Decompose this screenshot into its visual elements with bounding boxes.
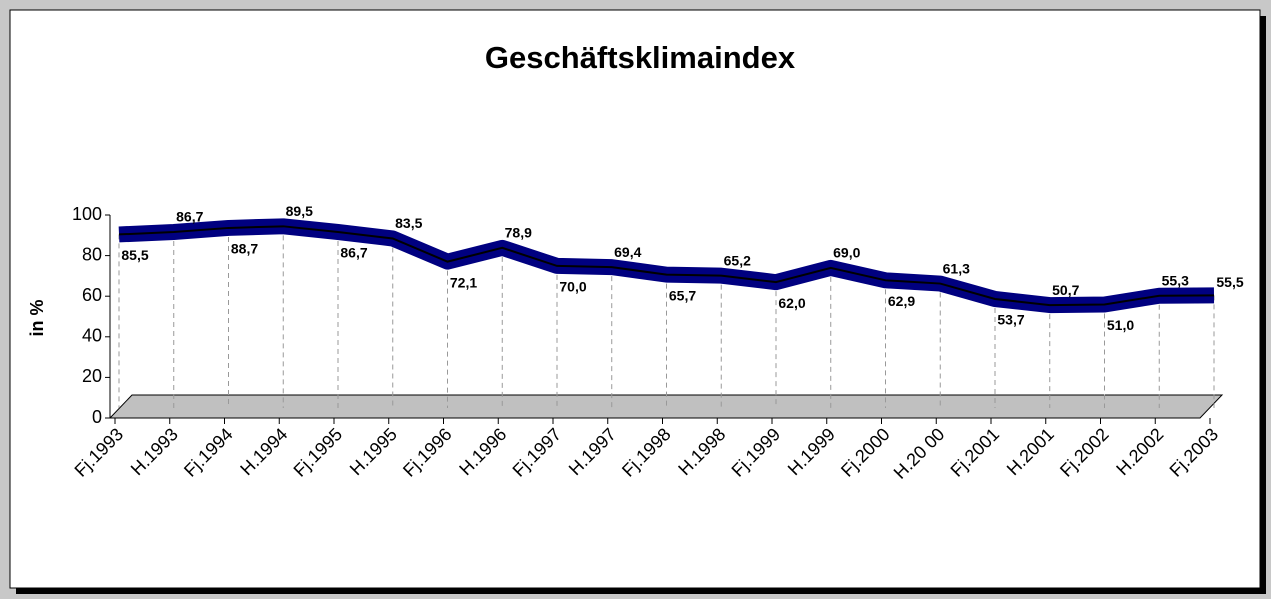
y-tick-label: 0 (92, 407, 102, 427)
value-label: 50,7 (1052, 282, 1079, 298)
y-axis-label: in % (27, 299, 47, 336)
floor (108, 394, 1224, 419)
y-tick-label: 80 (82, 244, 102, 264)
line-edge (118, 225, 1215, 307)
value-label: 78,9 (505, 225, 532, 241)
chart-title: Geschäftsklimaindex (485, 40, 796, 75)
value-label: 69,4 (614, 244, 641, 260)
value-label: 85,5 (121, 247, 148, 263)
y-tick-label: 60 (82, 285, 102, 305)
value-label: 86,7 (340, 245, 367, 261)
value-label: 53,7 (997, 312, 1024, 328)
value-label: 86,7 (176, 209, 203, 225)
value-label: 65,7 (669, 287, 696, 303)
y-tick-label: 40 (82, 326, 102, 346)
value-label: 69,0 (833, 245, 860, 261)
value-label: 65,2 (724, 252, 751, 268)
value-label: 55,3 (1162, 272, 1189, 288)
value-label: 62,9 (888, 293, 915, 309)
value-label: 51,0 (1107, 317, 1134, 333)
value-label: 83,5 (395, 215, 422, 231)
value-label: 70,0 (559, 279, 586, 295)
value-label: 62,0 (778, 295, 805, 311)
value-label: 61,3 (943, 260, 970, 276)
y-tick-label: 20 (82, 366, 102, 386)
value-label: 55,5 (1216, 274, 1243, 290)
value-label: 89,5 (286, 203, 313, 219)
value-label: 72,1 (450, 274, 477, 290)
value-label: 88,7 (231, 241, 258, 257)
y-tick-label: 100 (72, 204, 102, 224)
